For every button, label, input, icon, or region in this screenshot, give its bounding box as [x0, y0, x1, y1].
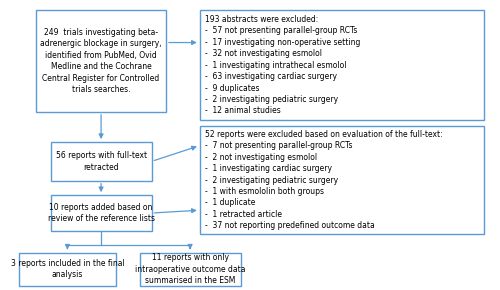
FancyBboxPatch shape — [20, 253, 116, 286]
FancyBboxPatch shape — [140, 253, 240, 286]
Text: 193 abstracts were excluded:
-  57 not presenting parallel-group RCTs
-  17 inve: 193 abstracts were excluded: - 57 not pr… — [204, 15, 360, 115]
Text: 56 reports with full-text
retracted: 56 reports with full-text retracted — [56, 151, 146, 172]
Text: 10 reports added based on
review of the reference lists: 10 reports added based on review of the … — [48, 203, 154, 223]
Text: 11 reports with only
intraoperative outcome data
summarised in the ESM: 11 reports with only intraoperative outc… — [135, 253, 246, 285]
Text: 3 reports included in the final
analysis: 3 reports included in the final analysis — [10, 259, 124, 279]
Text: 249  trials investigating beta-
adrenergic blockage in surgery,
identified from : 249 trials investigating beta- adrenergi… — [40, 28, 162, 94]
FancyBboxPatch shape — [50, 195, 152, 231]
FancyBboxPatch shape — [50, 142, 152, 181]
FancyBboxPatch shape — [200, 126, 484, 234]
Text: 52 reports were excluded based on evaluation of the full-text:
-  7 not presenti: 52 reports were excluded based on evalua… — [204, 130, 442, 230]
FancyBboxPatch shape — [36, 10, 166, 112]
FancyBboxPatch shape — [200, 10, 484, 120]
